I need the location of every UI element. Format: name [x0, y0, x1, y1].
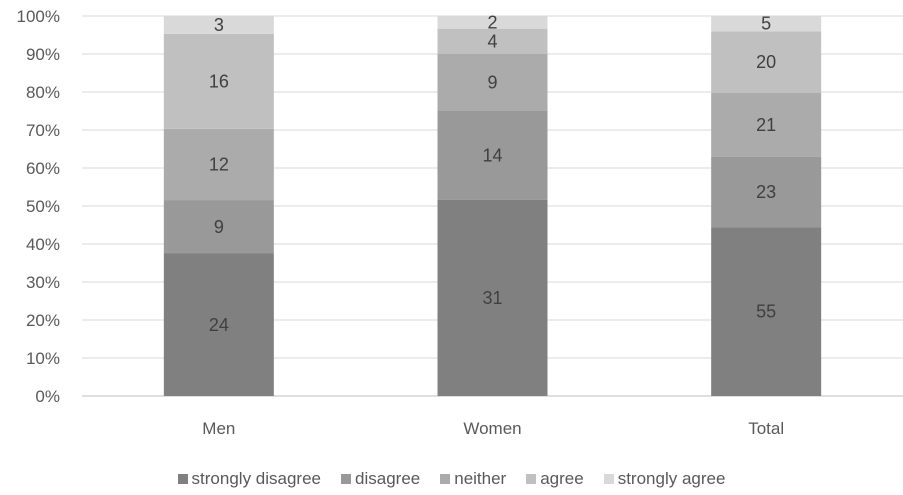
data-label: 9 — [487, 73, 497, 93]
data-label: 21 — [756, 115, 776, 135]
bar-segment — [711, 31, 822, 93]
legend-label: neither — [454, 469, 507, 488]
legend-item: strongly agree — [603, 469, 726, 489]
y-tick-label: 50% — [26, 197, 60, 216]
bar-segment — [437, 199, 548, 396]
data-label: 20 — [756, 52, 776, 72]
bar-segment — [163, 253, 274, 396]
y-tick-label: 60% — [26, 159, 60, 178]
legend-item: neither — [440, 469, 506, 489]
bar-segment — [711, 227, 822, 396]
data-label: 31 — [482, 288, 502, 308]
data-label: 3 — [214, 15, 224, 35]
legend-swatch — [526, 474, 537, 484]
legend-swatch — [341, 474, 352, 484]
x-tick-label: Men — [202, 419, 235, 438]
data-label: 12 — [209, 154, 229, 174]
bar-segment — [163, 200, 274, 254]
legend-swatch — [440, 474, 451, 484]
data-label: 5 — [761, 14, 771, 34]
data-label: 14 — [482, 145, 502, 165]
data-label: 4 — [487, 31, 497, 51]
x-tick-label: Women — [463, 419, 521, 438]
bar-segment — [711, 92, 822, 157]
y-tick-label: 0% — [35, 387, 60, 406]
data-label: 2 — [487, 12, 497, 32]
legend-label: disagree — [355, 469, 421, 488]
data-label: 16 — [209, 71, 229, 91]
legend-label: agree — [540, 469, 584, 488]
y-tick-label: 30% — [26, 273, 60, 292]
y-tick-label: 90% — [26, 45, 60, 64]
bar-segment — [711, 16, 822, 32]
legend-swatch — [603, 474, 614, 484]
y-tick-label: 70% — [26, 121, 60, 140]
legend-item: strongly disagree — [177, 469, 322, 489]
x-axis: Men Women Total — [202, 419, 784, 438]
legend-item: agree — [526, 469, 584, 489]
y-tick-label: 40% — [26, 235, 60, 254]
y-tick-label: 10% — [26, 349, 60, 368]
y-tick-label: 80% — [26, 83, 60, 102]
stacked-bar-chart: 0% 10% 20% 30% 40% 50% 60% 70% 80% 90% 100% 24 9 12 1… — [17, 7, 903, 438]
x-tick-label: Total — [748, 419, 784, 438]
bars: 24 9 12 16 3 31 14 9 42 55 23 21 20 5 — [163, 12, 822, 396]
y-tick-label: 20% — [26, 311, 60, 330]
data-label: 24 — [209, 315, 229, 335]
bar-segment — [163, 16, 274, 34]
legend-label: strongly agree — [617, 469, 726, 488]
legend-item: disagree — [341, 469, 420, 489]
bar-segment — [437, 16, 548, 29]
y-tick-label: 100% — [17, 7, 60, 26]
y-axis: 0% 10% 20% 30% 40% 50% 60% 70% 80% 90% 100% — [17, 7, 60, 406]
legend-swatch — [177, 474, 188, 484]
data-label: 55 — [756, 302, 776, 322]
bar-segment — [437, 28, 548, 54]
data-label: 23 — [756, 182, 776, 202]
bar-segment — [163, 128, 274, 201]
legend-label: strongly disagree — [191, 469, 322, 488]
bar-segment — [437, 54, 548, 111]
data-label: 9 — [214, 217, 224, 237]
bar-segment — [163, 33, 274, 129]
legend: strongly disagree disagree neither agree str… — [0, 466, 903, 492]
bar-segment — [711, 156, 822, 228]
bar-segment — [437, 111, 548, 200]
